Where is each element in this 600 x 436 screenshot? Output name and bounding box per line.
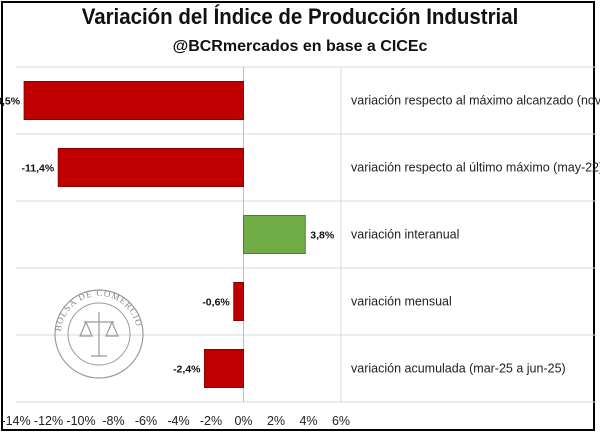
category-label-0: variación respecto al máximo alcanzado (… [351,94,600,108]
category-labels-group: variación respecto al máximo alcanzado (… [351,94,600,376]
bar-0 [23,81,244,120]
data-labels-group: -13,5% -11,4% 3,8% -0,6% -2,4% [0,96,335,376]
category-label-1: variación respecto al último máximo (may… [351,161,600,175]
data-label-2: 3,8% [310,230,335,242]
x-tick-label: -10% [66,414,95,428]
bar-2 [243,215,306,254]
chart-title: Variación del Índice de Producción Indus… [81,4,519,29]
bar-3 [233,282,244,321]
x-tick-label: -12% [34,414,63,428]
x-tick-label: 0% [234,414,252,428]
data-label-4: -2,4% [173,364,201,376]
x-tick-label: 4% [299,414,317,428]
category-label-4: variación acumulada (mar-25 a jun-25) [351,362,566,376]
x-tick-label: 6% [332,414,350,428]
data-label-1: -11,4% [22,163,55,175]
bar-1 [57,148,244,187]
x-tick-label: 2% [267,414,285,428]
category-label-2: variación interanual [351,228,459,242]
data-label-3: -0,6% [202,297,230,309]
x-tick-label: -2% [200,414,222,428]
x-tick-label: -14% [1,414,30,428]
chart-subtitle: @BCRmercados en base a CICEc [172,38,428,55]
watermark-seal: BOLSA DE COMERCIO DE ROSARIO [0,0,144,379]
x-tick-label: -8% [102,414,124,428]
data-label-0: -13,5% [0,96,21,108]
x-tick-label: -6% [135,414,157,428]
bar-4 [204,349,244,388]
x-axis-ticks-group: -14% -12% -10% -8% -6% -4% -2% 0% 2% 4% 6% [1,414,350,428]
category-label-3: variación mensual [351,295,452,309]
bars-group [23,81,306,388]
x-tick-label: -4% [167,414,189,428]
